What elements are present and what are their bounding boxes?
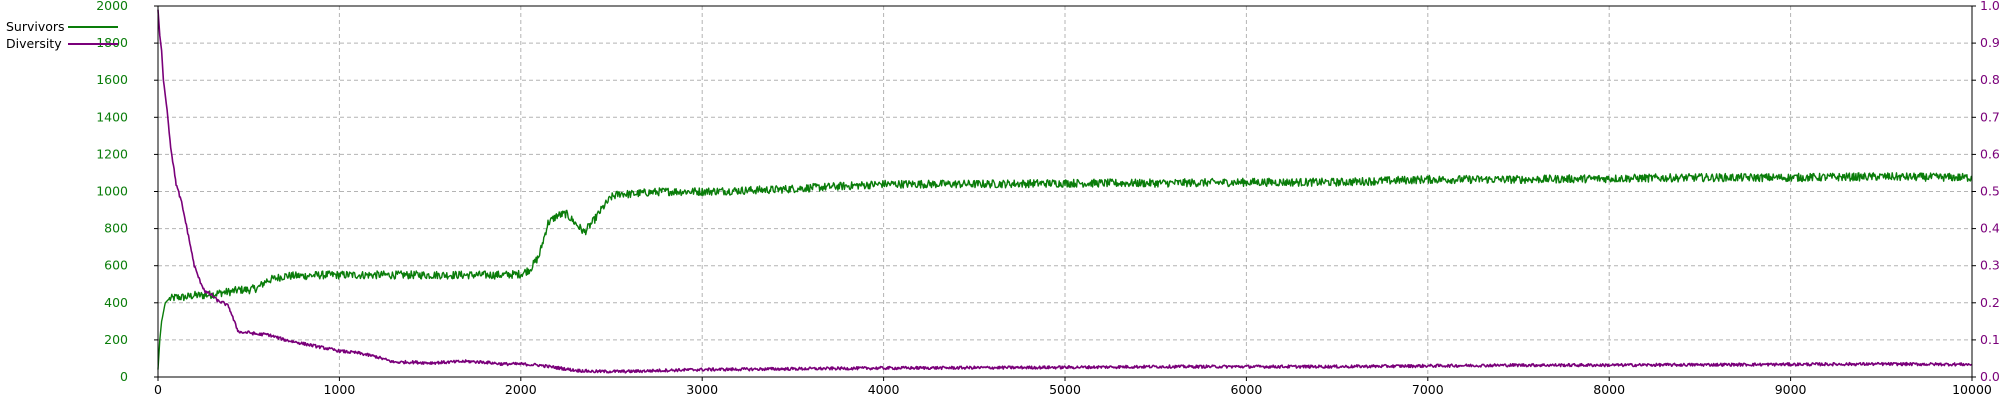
y2-tick-label: 0.60: [1980, 146, 2000, 161]
series-layer: [157, 9, 1973, 374]
grid: [158, 6, 1972, 377]
y-tick-label: 0: [120, 369, 128, 384]
y-tick-label: 600: [104, 258, 128, 273]
x-tick-label: 6000: [1230, 382, 1262, 397]
x-tick-label: 1000: [323, 382, 355, 397]
y-tick-label: 1200: [96, 146, 128, 161]
y-tick-label: 400: [104, 295, 128, 310]
x-tick-label: 10000: [1952, 382, 1992, 397]
x-tick-label: 8000: [1593, 382, 1625, 397]
y2-tick-label: 0.30: [1980, 258, 2000, 273]
series-line-diversity: [157, 9, 1973, 374]
x-tick-label: 4000: [868, 382, 900, 397]
legend-entry-survivors: Survivors: [6, 19, 118, 34]
legend-entry-diversity: Diversity: [6, 36, 118, 51]
legend-label-diversity: Diversity: [6, 36, 62, 51]
legend: Survivors Diversity: [6, 19, 118, 51]
y2-tick-label: 0.80: [1980, 72, 2000, 87]
y2-tick-label: 0.90: [1980, 35, 2000, 50]
legend-label-survivors: Survivors: [6, 19, 65, 34]
y2-tick-label: 0.40: [1980, 221, 2000, 236]
series-line-survivors: [157, 172, 1973, 370]
y2-tick-label: 0.70: [1980, 109, 2000, 124]
y-tick-label: 1600: [96, 72, 128, 87]
y-tick-label: 200: [104, 332, 128, 347]
y2-tick-label: 0.20: [1980, 295, 2000, 310]
y2-tick-label: 1.00: [1980, 0, 2000, 13]
x-tick-label: 5000: [1049, 382, 1081, 397]
y-tick-label: 2000: [96, 0, 128, 13]
x-tick-label: 9000: [1775, 382, 1807, 397]
x-tick-label: 2000: [505, 382, 537, 397]
y2-tick-label: 0.00: [1980, 369, 2000, 384]
y2-tick-label: 0.50: [1980, 184, 2000, 199]
y-tick-label: 1000: [96, 184, 128, 199]
x-tick-label: 7000: [1412, 382, 1444, 397]
y2-tick-label: 0.10: [1980, 332, 2000, 347]
y-tick-label: 800: [104, 221, 128, 236]
x-tick-label: 3000: [686, 382, 718, 397]
y-tick-label: 1800: [96, 35, 128, 50]
y-tick-label: 1400: [96, 109, 128, 124]
x-tick-label: 0: [154, 382, 162, 397]
axes: 0 1000 2000 3000 4000 5000 6000 7000 8000 9000 100…: [96, 0, 2000, 397]
